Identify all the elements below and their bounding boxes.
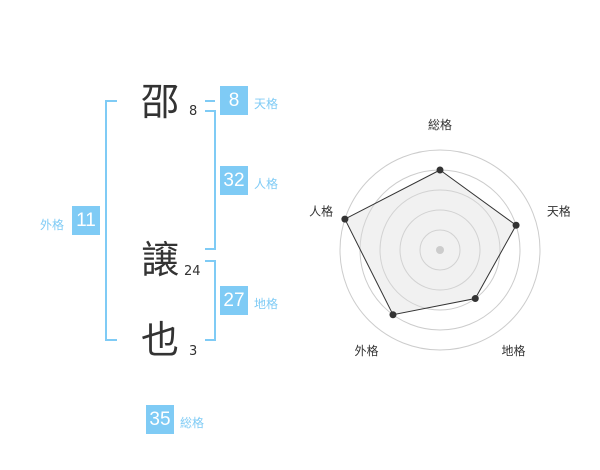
radar-ring	[379, 189, 501, 311]
name-char-2: 譲	[141, 238, 180, 282]
radar-point	[436, 166, 444, 174]
jinkaku-label: 人格	[254, 177, 279, 191]
tenkaku-label: 天格	[254, 97, 279, 111]
soukaku-label: 総格	[180, 416, 205, 430]
name-char-3: 也	[141, 318, 180, 362]
radar-axis-label: 天格	[547, 203, 570, 218]
bracket-tick	[205, 260, 215, 262]
radar-point	[512, 221, 520, 229]
radar-axis-label: 地格	[501, 343, 525, 358]
radar-axis-label: 総格	[428, 117, 452, 132]
tenkaku-value: 8	[220, 86, 248, 115]
chikaku-bracket	[214, 260, 216, 341]
name-char-1: 邵	[141, 80, 180, 124]
radar-point	[341, 215, 349, 223]
radar-ring	[419, 229, 461, 271]
chikaku-label: 地格	[254, 297, 279, 311]
gaikaku-label: 外格	[40, 218, 65, 232]
gaikaku-value: 11	[72, 206, 100, 235]
stroke-count-1: 8	[189, 104, 198, 119]
tenkaku-bracket	[205, 100, 215, 102]
stroke-count-3: 3	[189, 344, 198, 359]
jinkaku-value: 32	[220, 166, 248, 195]
bracket-tick	[205, 248, 215, 250]
radar-area	[344, 169, 517, 316]
radar-ring	[399, 209, 481, 291]
bracket-tick	[205, 339, 215, 341]
radar-axis-label: 外格	[355, 343, 379, 358]
jinkaku-bracket	[214, 110, 216, 250]
radar-point	[389, 311, 397, 319]
bracket-tick	[205, 110, 215, 112]
stroke-count-2: 24	[184, 264, 201, 279]
chikaku-value: 27	[220, 286, 248, 315]
radar-center	[436, 246, 444, 254]
radar-ring	[339, 149, 541, 351]
gaikaku-bracket	[105, 100, 107, 341]
bracket-tick	[105, 339, 117, 341]
radar-axis-label: 人格	[309, 203, 333, 218]
soukaku-value: 35	[146, 405, 174, 434]
radar-point	[471, 295, 479, 303]
bracket-tick	[105, 100, 117, 102]
